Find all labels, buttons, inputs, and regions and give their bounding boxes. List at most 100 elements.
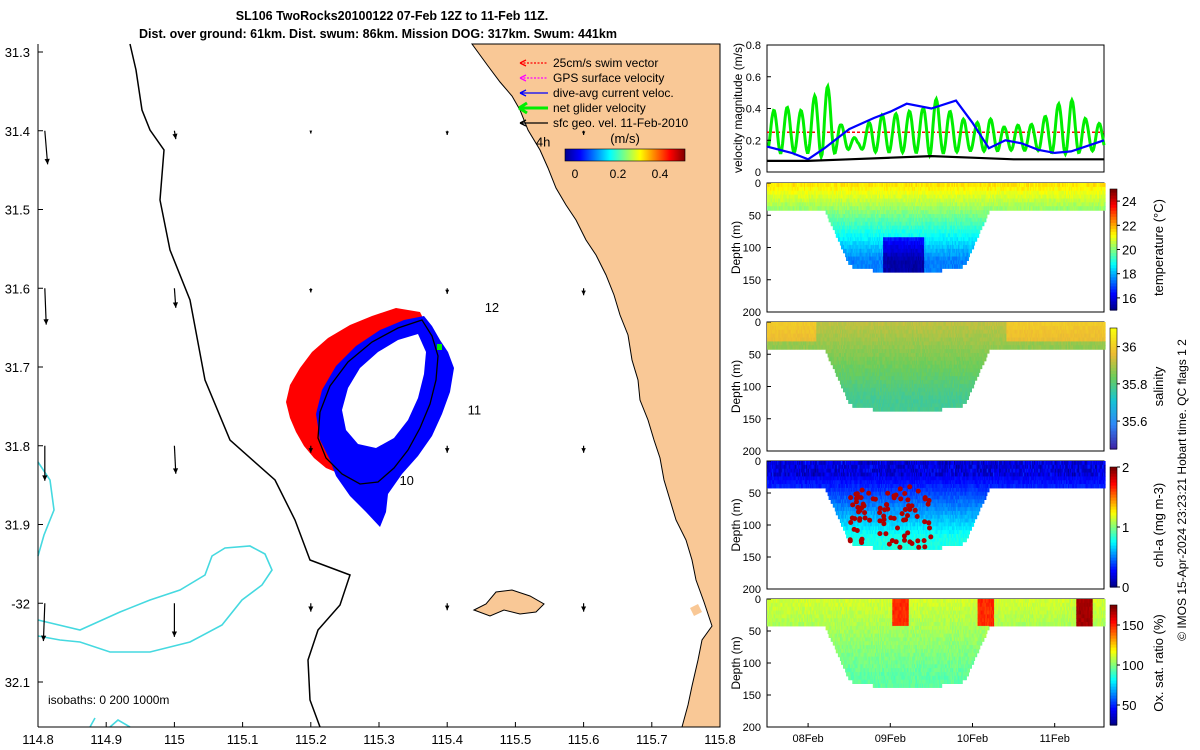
section-cell [978,225,981,231]
section-cell [870,241,873,246]
section-cell [896,186,899,192]
section-cell [901,264,904,269]
section-cell [833,221,836,227]
section-cell [920,268,922,273]
section-cell [900,252,903,258]
section-cell [851,244,853,250]
geo-arrow [41,603,47,642]
section-cell [892,210,894,215]
section-cell [932,183,934,188]
section-cell [785,190,788,196]
section-cell [891,268,893,273]
colorbar-step [1110,246,1117,251]
section-cell [910,194,913,200]
section-cell [773,206,775,211]
section-cell [929,217,931,223]
section-cell [838,214,841,219]
section-cell [907,202,910,207]
speed-colorbar-tick: 0.4 [652,167,669,181]
section-cell [946,186,949,192]
section-cell [884,252,886,258]
section-cell [967,217,969,223]
section-cell [904,264,907,269]
section-cell [951,256,954,261]
section-cell [966,237,968,242]
section-cell [880,190,882,196]
section-cell [897,244,900,250]
section-cell [908,217,911,223]
section-cell [941,260,944,265]
section-cell [1015,206,1018,211]
section-cell [864,221,867,227]
section-cell [774,190,776,196]
section-cell [880,221,882,227]
section-cell [947,237,950,242]
section-cell [977,194,980,200]
section-cell [920,186,922,192]
section-cell [946,264,949,269]
section-cell [937,268,940,273]
section-cell [954,225,956,231]
section-cell [847,194,849,200]
section-cell [844,225,846,231]
section-cell [791,198,794,203]
section-cell [848,214,850,219]
section-cell [843,217,845,223]
section-cell [957,264,959,269]
section-cell [899,194,902,200]
section-cell [767,206,769,211]
section-cell [822,194,825,200]
section-cell [979,194,982,200]
section-cell [965,237,967,242]
section-cell [882,210,884,215]
section-cell [852,264,854,269]
section-cell [997,183,999,188]
section-cell [865,214,868,219]
section-cell [916,229,918,234]
section-cell [774,186,776,192]
section-cell [931,260,933,265]
velocity-series-line [767,82,1106,162]
section-cell [886,225,888,231]
section-cell [920,206,922,211]
section-cell [997,202,999,207]
section-cell [795,198,798,203]
section-cell [902,186,905,192]
section-cell [874,225,877,231]
section-cell [971,217,974,223]
section-cell [908,214,911,219]
section-cell [923,198,925,203]
section-cell [968,202,970,207]
section-cell [929,183,931,188]
section-cell [856,186,858,192]
section-cell [873,248,876,254]
section-cell [884,256,886,261]
section-cell [868,202,871,207]
section-cell [900,256,903,261]
section-cell [791,194,794,200]
section-cell [909,229,912,234]
section-cell [864,264,867,269]
section-cell [911,248,914,254]
section-cell [873,256,876,261]
section-cell [868,225,871,231]
section-cell [837,233,840,238]
section-cell [961,221,963,227]
section-cell [900,194,903,200]
section-cell [908,256,911,261]
section-cell [996,198,998,203]
section-cell [883,198,885,203]
section-cell [888,233,890,238]
section-cell [892,241,894,246]
section-cell [922,244,924,250]
section-cell [923,252,925,258]
section-cell [852,225,854,231]
section-cell [847,202,849,207]
section-cell [804,202,806,207]
section-cell [827,194,830,200]
section-cell [962,194,964,200]
section-cell [909,194,912,200]
section-cell [797,198,800,203]
section-cell [801,190,804,196]
section-cell [949,233,952,238]
